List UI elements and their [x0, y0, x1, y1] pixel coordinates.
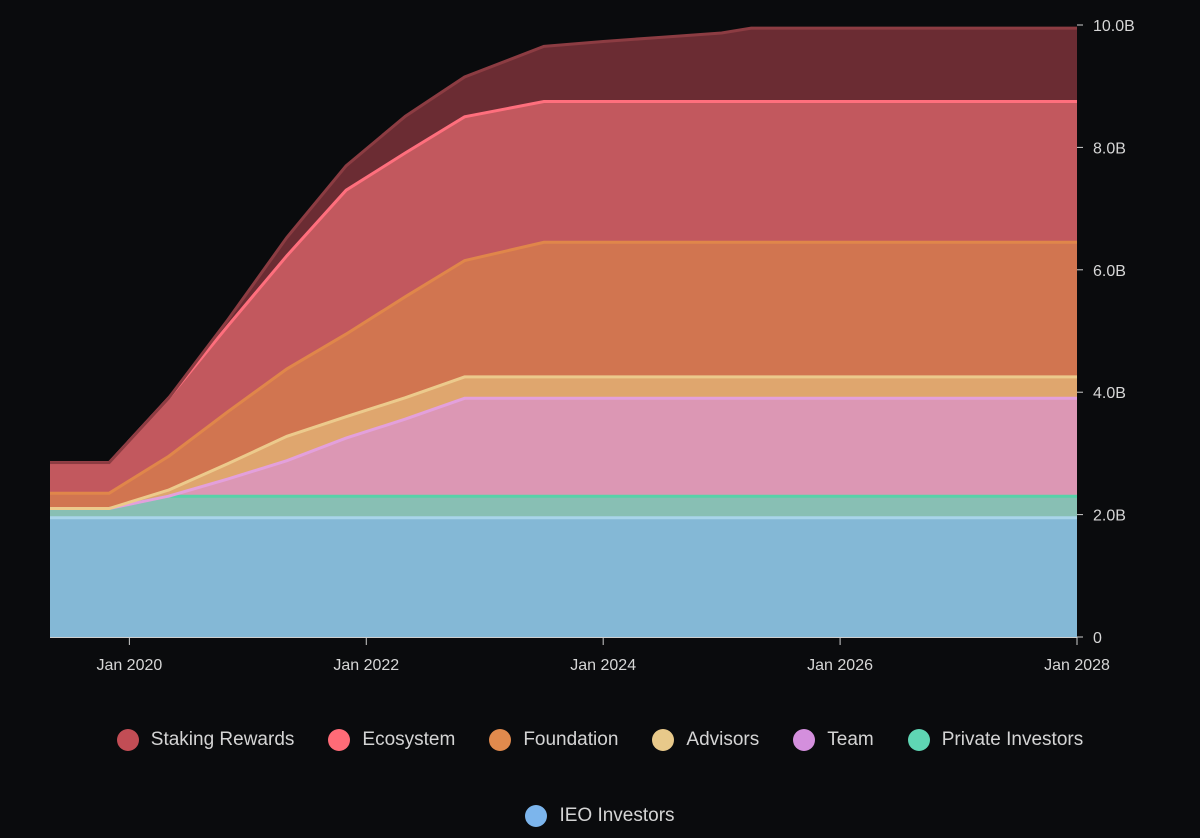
line-staking-rewards	[50, 26, 1077, 465]
legend-swatch-icon	[525, 805, 548, 827]
legend-swatch-icon	[793, 729, 816, 751]
x-axis: Jan 2020 Jan 2022 Jan 2024 Jan 2026 Jan 2028	[96, 637, 1110, 674]
x-tick-label: Jan 2028	[1044, 657, 1110, 674]
legend-label: IEO Investors	[559, 805, 675, 826]
y-tick-label: 4.0B	[1093, 385, 1126, 402]
legend-item-ecosystem[interactable]: Ecosystem	[328, 728, 455, 752]
series-lines	[50, 26, 1077, 520]
legend-label: Staking Rewards	[150, 729, 295, 750]
legend-item-private-investors[interactable]: Private Investors	[907, 728, 1084, 752]
legend-label: Advisors	[686, 729, 760, 750]
legend-swatch-icon	[116, 729, 139, 751]
x-tick-label: Jan 2022	[333, 657, 399, 674]
y-tick-label: 0	[1093, 630, 1102, 647]
legend-label: Foundation	[523, 729, 619, 750]
y-tick-label: 8.0B	[1093, 140, 1126, 157]
legend-label: Team	[827, 729, 874, 750]
legend-swatch-icon	[489, 729, 512, 751]
area-ieo-investors	[50, 517, 1077, 637]
area-team	[50, 398, 1077, 509]
legend-swatch-icon	[328, 729, 351, 751]
x-tick-label: Jan 2026	[807, 657, 873, 674]
legend-item-staking-rewards[interactable]: Staking Rewards	[116, 728, 295, 752]
legend-swatch-icon	[907, 729, 930, 751]
y-tick-label: 10.0B	[1093, 18, 1135, 35]
line-foundation	[50, 240, 1077, 495]
y-tick-label: 6.0B	[1093, 263, 1126, 280]
line-advisors	[50, 375, 1077, 510]
area-private-investors	[50, 496, 1077, 518]
legend-item-foundation[interactable]: Foundation	[489, 728, 618, 752]
stacked-areas	[50, 28, 1077, 637]
legend-swatch-icon	[652, 729, 675, 751]
legend-label: Private Investors	[941, 729, 1084, 750]
legend-item-ieo-investors[interactable]: IEO Investors	[525, 804, 675, 828]
vesting-area-chart: Jan 2020 Jan 2022 Jan 2024 Jan 2026 Jan 2028…	[50, 18, 1135, 674]
x-tick-label: Jan 2024	[570, 657, 636, 674]
legend-item-advisors[interactable]: Advisors	[652, 728, 759, 752]
line-team	[50, 396, 1077, 510]
y-tick-label: 2.0B	[1093, 508, 1126, 525]
y-axis: 0 2.0B 4.0B 6.0B 8.0B 10.0B	[1077, 18, 1135, 647]
legend-item-team[interactable]: Team	[793, 728, 874, 752]
area-ecosystem	[50, 101, 1077, 494]
chart-legend: Staking Rewards Ecosystem Foundation Adviso…	[0, 728, 1200, 828]
legend-label: Ecosystem	[362, 729, 456, 750]
area-staking-rewards	[50, 28, 1077, 463]
x-tick-label: Jan 2020	[96, 657, 162, 674]
